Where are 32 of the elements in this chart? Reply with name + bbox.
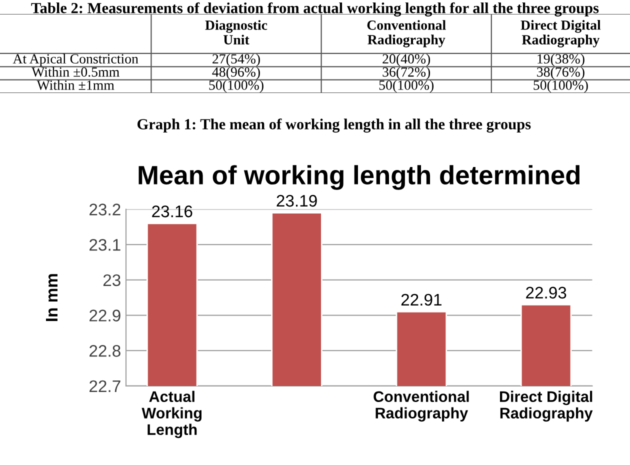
y-tick-label: 22.9 bbox=[90, 310, 120, 322]
data-label: 23.19 bbox=[276, 194, 317, 207]
text: 36(72%) bbox=[382, 66, 430, 80]
text: 20(40%) bbox=[382, 54, 430, 66]
category-label: Diagnostic Unit bbox=[205, 20, 268, 45]
category-label: At Apical Constriction bbox=[12, 54, 138, 66]
x-tick-label: Direct Digital Radiography bbox=[500, 390, 593, 422]
data-label: 22.91 bbox=[401, 294, 442, 306]
text: 27(54%) bbox=[212, 54, 260, 66]
category-label: Direct Digital Radiography bbox=[520, 20, 601, 48]
data-label: 22.93 bbox=[526, 286, 566, 299]
text: 38(76%) bbox=[537, 66, 584, 80]
category-label: Within ±1mm bbox=[36, 80, 114, 90]
x-tick-label: Actual Working Length bbox=[142, 390, 202, 438]
y-tick-label: 22.7 bbox=[90, 380, 120, 392]
caption: Graph 1: The mean of working length in all the three groups bbox=[137, 118, 531, 133]
text: Table 2: Measurements of deviation from actual working length for all the three groups bbox=[31, 2, 599, 16]
y-tick-label: 23.2 bbox=[90, 204, 120, 216]
chart-title: Mean of working length determined bbox=[138, 165, 580, 190]
text: 50(100%) bbox=[379, 80, 434, 93]
y-axis-title: In mm bbox=[46, 274, 58, 322]
text: 19(38%) bbox=[538, 54, 584, 66]
text: 50(100%) bbox=[534, 80, 588, 93]
y-tick-label: 23 bbox=[103, 274, 120, 286]
text: 50(100%) bbox=[209, 80, 264, 93]
y-tick-label: 23.1 bbox=[90, 238, 120, 251]
text: 48(96%) bbox=[212, 66, 260, 80]
category-label: Within ±0.5mm bbox=[32, 66, 120, 77]
y-tick-label: 22.8 bbox=[90, 345, 120, 357]
x-tick-label: Conventional Radiography bbox=[374, 390, 469, 422]
category-label: Conventional Radiography bbox=[367, 20, 446, 48]
data-label: 23.16 bbox=[152, 206, 192, 218]
